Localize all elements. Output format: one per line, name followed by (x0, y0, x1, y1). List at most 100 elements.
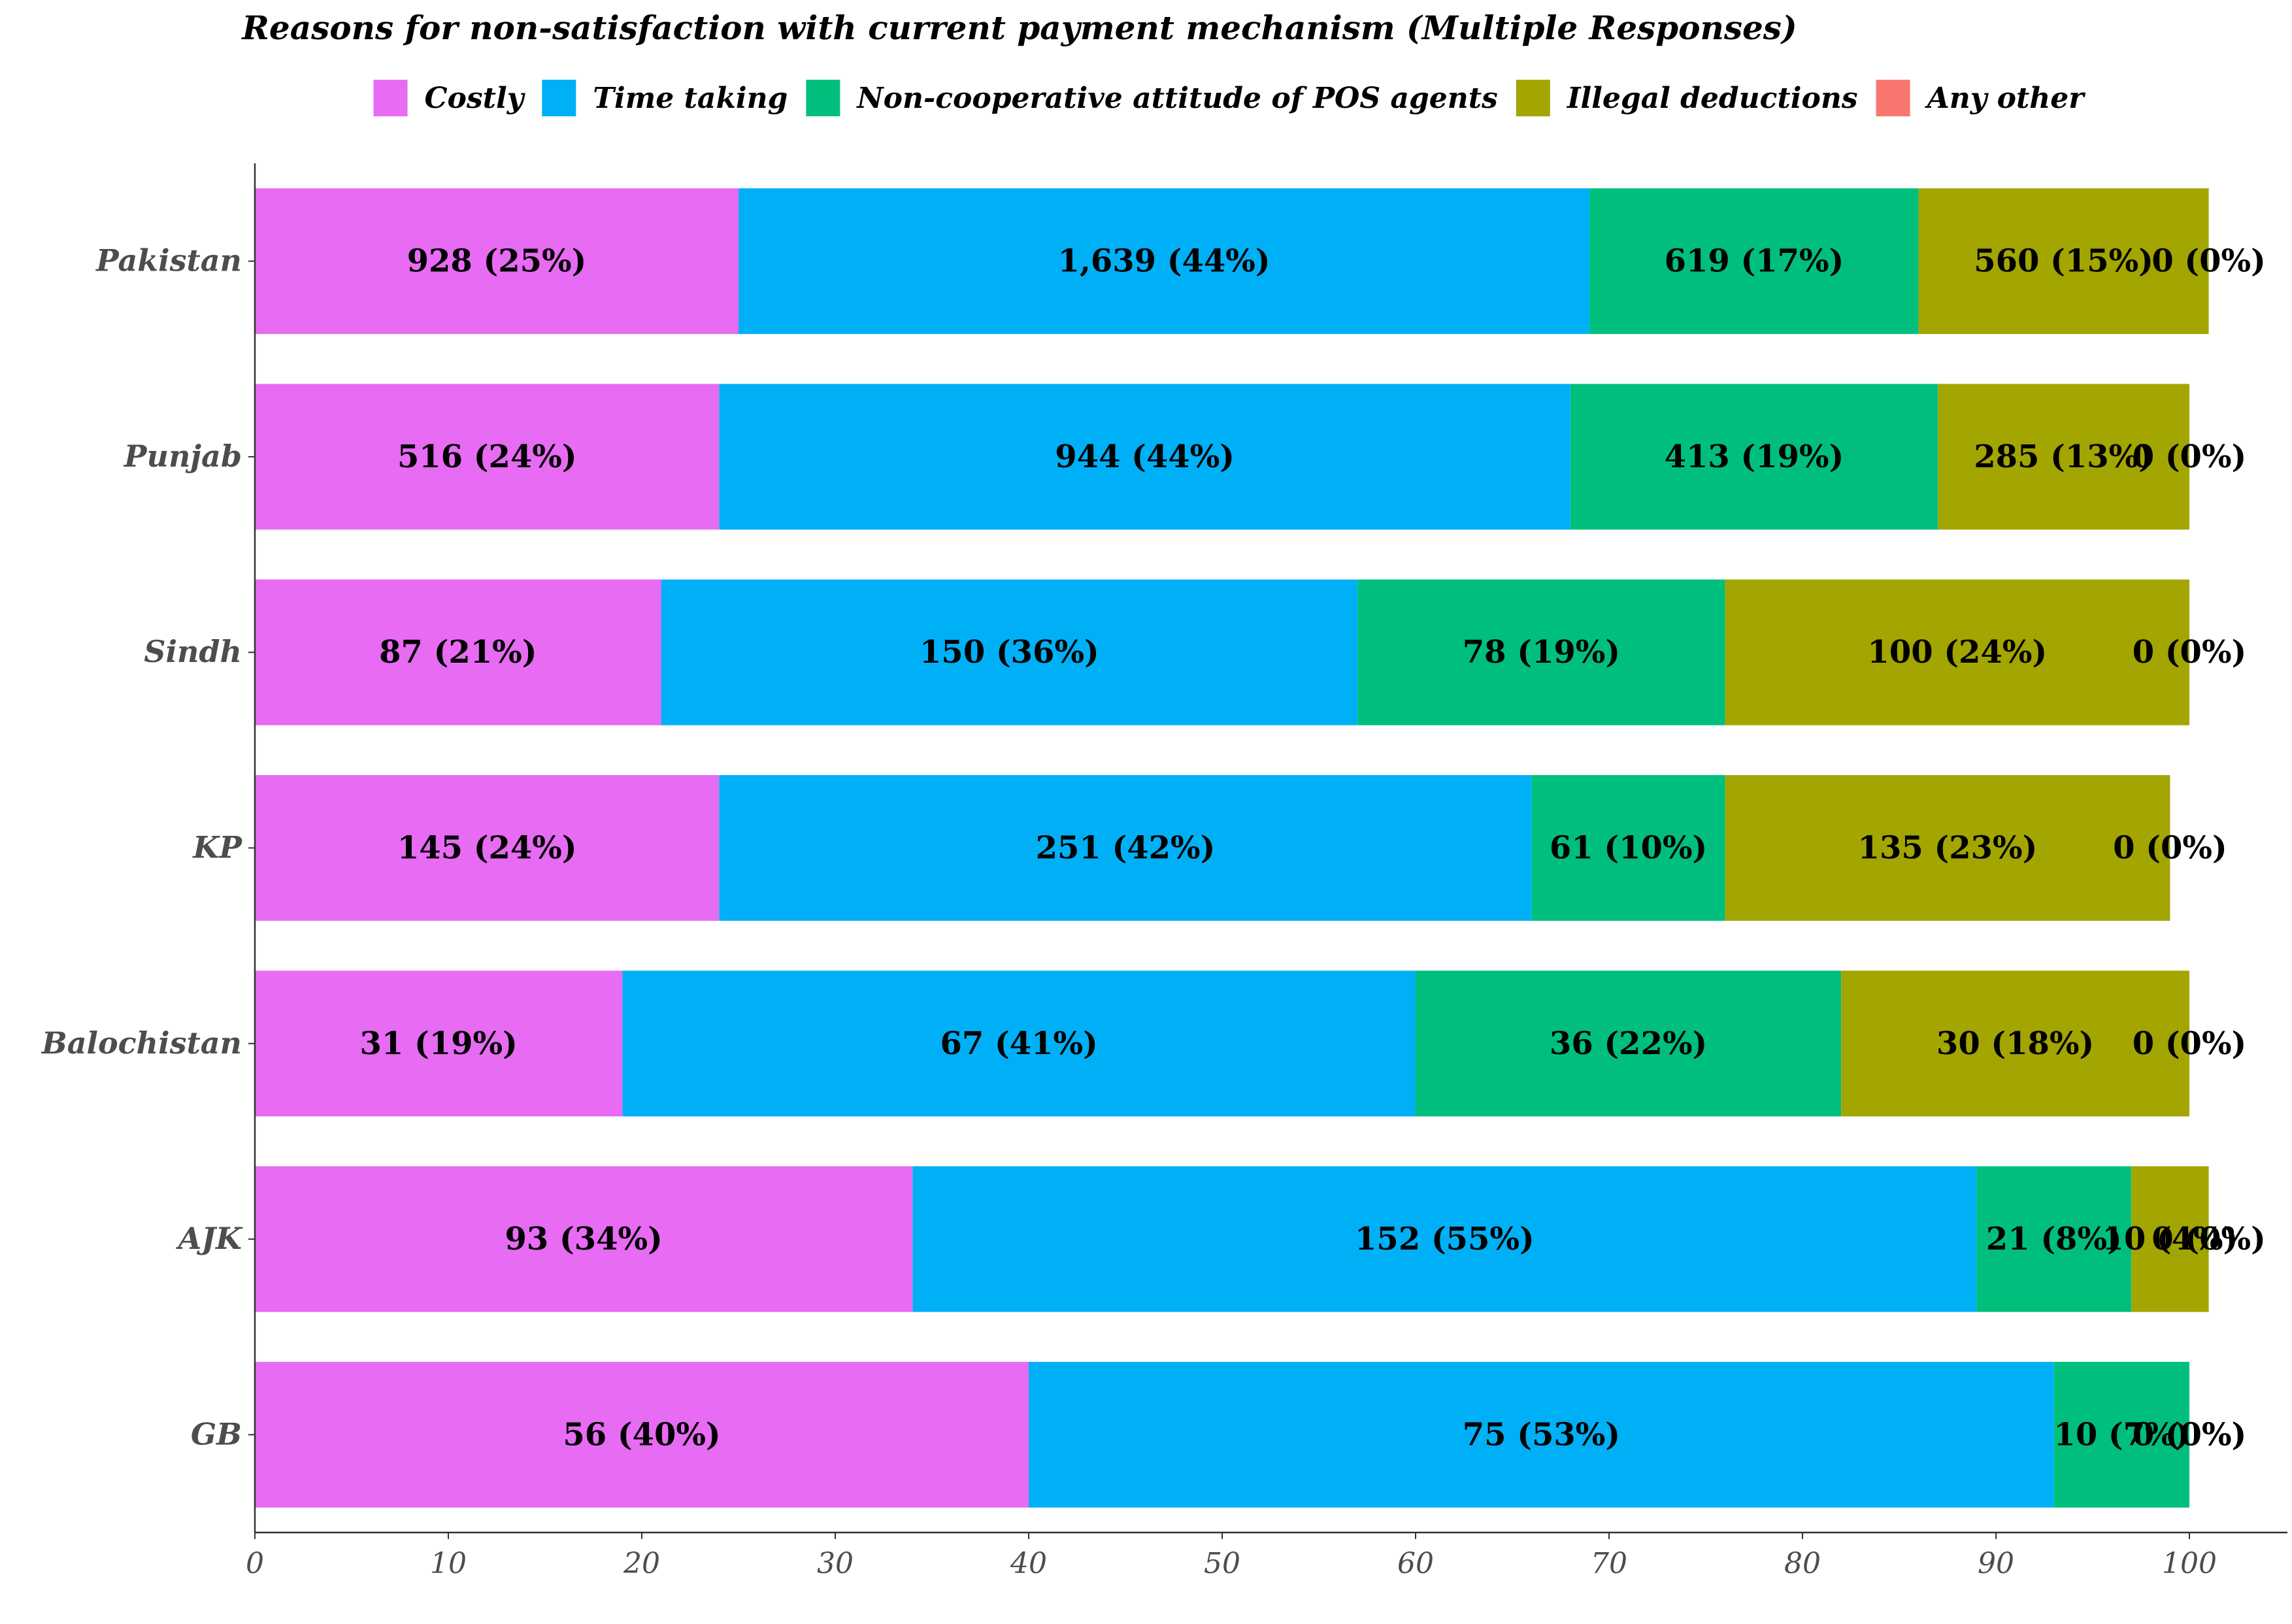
x-tick-label: 100 (2162, 1547, 2217, 1580)
bar-gb-time-taking (1029, 1361, 2054, 1508)
data-label-sindh-time-taking: 150 (36%) (920, 634, 1099, 671)
data-label-sindh-illegal-deductions: 100 (24%) (1867, 634, 2047, 671)
data-label-gb-time-taking: 75 (53%) (1463, 1416, 1620, 1453)
bar-sindh-costly (255, 579, 661, 725)
bar-balochistan-time-taking (622, 970, 1416, 1117)
bar-kp-costly (255, 775, 720, 921)
data-label-balochistan-non-cooperative-attitude-of-pos-agents: 36 (22%) (1550, 1025, 1707, 1062)
data-label-kp-non-cooperative-attitude-of-pos-agents: 61 (10%) (1550, 830, 1707, 867)
legend-swatch (1876, 80, 1910, 116)
data-label-punjab-non-cooperative-attitude-of-pos-agents: 413 (19%) (1665, 439, 1844, 475)
bar-balochistan-costly (255, 970, 623, 1117)
chart-title: Reasons for non-satisfaction with curren… (241, 8, 1797, 47)
x-tick-label: 90 (1978, 1547, 2014, 1580)
x-tick-label: 10 (430, 1547, 467, 1580)
y-tick-label-punjab: Punjab (123, 439, 242, 474)
y-tick-label-sindh: Sindh (144, 634, 242, 669)
legend-item-illegal-deductions: Illegal deductions (1516, 80, 1858, 116)
legend-swatch (806, 80, 840, 116)
data-label-gb-costly: 56 (40%) (563, 1416, 720, 1453)
y-tick-label-kp: KP (191, 830, 242, 865)
data-label-pakistan-any-other: 0 (0%) (2151, 243, 2266, 280)
data-label-balochistan-any-other: 0 (0%) (2133, 1025, 2247, 1062)
data-label-punjab-any-other: 0 (0%) (2133, 439, 2247, 475)
data-label-kp-time-taking: 251 (42%) (1036, 830, 1216, 867)
bar-pakistan-illegal-deductions (1918, 188, 2209, 335)
legend-swatch (1516, 80, 1550, 116)
data-label-pakistan-time-taking: 1,639 (44%) (1058, 243, 1271, 280)
data-label-kp-any-other: 0 (0%) (2113, 830, 2227, 867)
bar-pakistan-costly (255, 188, 739, 335)
x-tick-label: 80 (1784, 1547, 1821, 1580)
data-label-gb-any-other: 0 (0%) (2133, 1416, 2247, 1453)
legend-label: Illegal deductions (1566, 82, 1858, 115)
data-label-sindh-any-other: 0 (0%) (2133, 634, 2247, 671)
bar-sindh-time-taking (661, 579, 1358, 725)
data-label-ajk-costly: 93 (34%) (505, 1221, 663, 1257)
data-label-gb-illegal-deductions: 0 (0%) (2133, 1416, 2247, 1453)
data-label-sindh-non-cooperative-attitude-of-pos-agents: 78 (19%) (1463, 634, 1620, 671)
legend-item-costly: Costly (373, 80, 526, 116)
bar-punjab-costly (255, 384, 720, 530)
legend-swatch (373, 80, 408, 116)
data-label-sindh-costly: 87 (21%) (379, 634, 537, 671)
bar-sindh-non-cooperative-attitude-of-pos-agents (1357, 579, 1725, 725)
bar-punjab-non-cooperative-attitude-of-pos-agents (1570, 384, 1938, 530)
bar-punjab-time-taking (719, 384, 1570, 530)
legend-item-time-taking: Time taking (542, 80, 788, 116)
data-label-balochistan-illegal-deductions: 30 (18%) (1936, 1025, 2094, 1062)
y-tick-label-balochistan: Balochistan (41, 1025, 242, 1061)
bar-gb-non-cooperative-attitude-of-pos-agents (2053, 1361, 2189, 1508)
legend-item-non-cooperative-attitude-of-pos-agents: Non-cooperative attitude of POS agents (806, 80, 1498, 116)
data-label-pakistan-illegal-deductions: 560 (15%) (1974, 243, 2153, 280)
x-tick-label: 50 (1204, 1547, 1240, 1580)
legend-label: Any other (1925, 82, 2086, 115)
bar-ajk-costly (255, 1166, 913, 1312)
x-tick-label: 70 (1591, 1547, 1627, 1580)
bar-ajk-non-cooperative-attitude-of-pos-agents (1976, 1166, 2132, 1312)
legend-swatch (542, 80, 576, 116)
x-tick-label: 30 (817, 1547, 854, 1580)
bar-balochistan-illegal-deductions (1841, 970, 2189, 1117)
x-tick-label: 60 (1397, 1547, 1434, 1580)
legend-label: Costly (425, 82, 526, 115)
data-label-balochistan-time-taking: 67 (41%) (940, 1025, 1098, 1062)
data-label-ajk-time-taking: 152 (55%) (1355, 1221, 1535, 1257)
bar-pakistan-non-cooperative-attitude-of-pos-agents (1589, 188, 1919, 335)
bar-kp-illegal-deductions (1725, 775, 2170, 921)
y-tick-label-ajk: AJK (176, 1221, 243, 1256)
data-label-pakistan-costly: 928 (25%) (407, 243, 587, 280)
data-label-pakistan-non-cooperative-attitude-of-pos-agents: 619 (17%) (1665, 243, 1844, 280)
bar-kp-time-taking (719, 775, 1532, 921)
data-label-gb-non-cooperative-attitude-of-pos-agents: 10 (7%) (2053, 1416, 2189, 1453)
bar-ajk-illegal-deductions (2131, 1166, 2209, 1312)
legend: Costly Time taking Non-cooperative attitud… (373, 80, 2086, 116)
bar-sindh-illegal-deductions (1725, 579, 2189, 725)
data-label-balochistan-costly: 31 (19%) (360, 1025, 518, 1062)
bar-kp-non-cooperative-attitude-of-pos-agents (1531, 775, 1725, 921)
y-tick-label-gb: GB (191, 1416, 242, 1451)
bar-punjab-illegal-deductions (1938, 384, 2189, 530)
bars-group (255, 188, 2209, 1508)
axes-group: Pakistan Punjab Sindh KP Balochistan AJK GB 0 10… (41, 163, 2287, 1580)
legend-item-any-other: Any other (1876, 80, 2086, 116)
data-label-punjab-costly: 516 (24%) (397, 439, 577, 475)
data-label-ajk-non-cooperative-attitude-of-pos-agents: 21 (8%) (1986, 1221, 2122, 1257)
x-tick-label: 40 (1010, 1547, 1047, 1580)
bar-gb-costly (255, 1361, 1029, 1508)
data-label-kp-costly: 145 (24%) (397, 830, 577, 867)
x-tick-label: 0 (246, 1547, 264, 1580)
data-labels-group: 928 (25%) 1,639 (44%) 619 (17%) 560 (15%)0 … (360, 243, 2266, 1453)
x-tick-label: 20 (623, 1547, 660, 1580)
legend-label: Non-cooperative attitude of POS agents (855, 82, 1497, 115)
legend-label: Time taking (593, 82, 788, 115)
bar-ajk-time-taking (912, 1166, 1977, 1312)
data-label-punjab-time-taking: 944 (44%) (1055, 439, 1235, 475)
data-label-punjab-illegal-deductions: 285 (13%) (1974, 439, 2153, 475)
data-label-ajk-any-other: 0 (0%) (2151, 1221, 2266, 1257)
bar-balochistan-non-cooperative-attitude-of-pos-agents (1416, 970, 1842, 1117)
data-label-kp-illegal-deductions: 135 (23%) (1858, 830, 2038, 867)
data-label-ajk-illegal-deductions: 10 (4%) (2102, 1221, 2238, 1257)
bar-pakistan-time-taking (739, 188, 1590, 335)
